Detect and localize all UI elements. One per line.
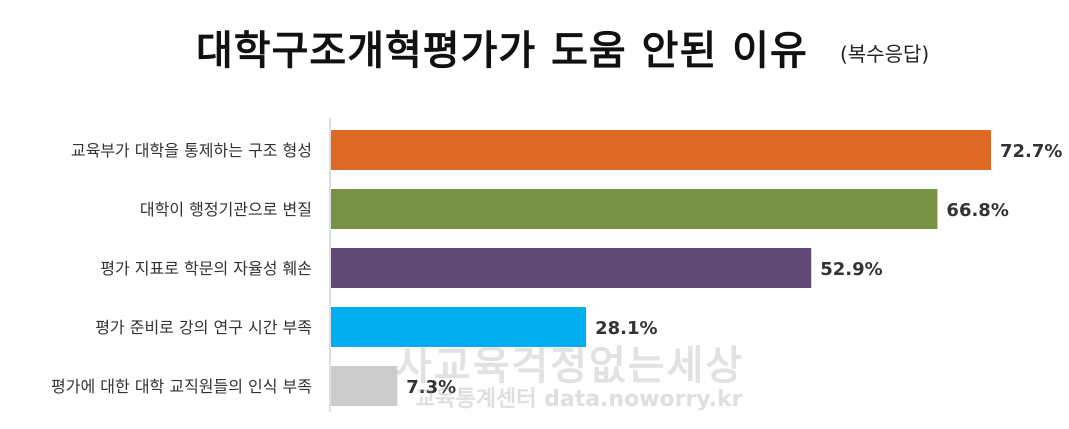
value-label-4: 28.1%	[595, 318, 657, 339]
value-label-3: 52.9%	[820, 259, 882, 280]
value-label-1: 72.7%	[1000, 141, 1062, 162]
category-label-1: 교육부가 대학을 통제하는 구조 형성	[71, 141, 312, 160]
category-label-2: 대학이 행정기관으로 변질	[140, 200, 312, 219]
value-label-5: 7.3%	[406, 377, 456, 398]
bar-1	[331, 130, 991, 170]
category-label-4: 평가 준비로 강의 연구 시간 부족	[95, 318, 312, 337]
chart-title: 대학구조개혁평가가 도움 안된 이유	[196, 28, 808, 74]
bar-4	[331, 307, 587, 347]
value-label-2: 66.8%	[946, 200, 1008, 221]
category-label-3: 평가 지표로 학문의 자율성 훼손	[100, 259, 312, 278]
bar-5	[331, 366, 398, 406]
chart-subtitle: (복수응답)	[840, 42, 930, 66]
bar-2	[331, 189, 938, 229]
bars-layer: 교육부가 대학을 통제하는 구조 형성 72.7% 대학이 행정기관으로 변질 66.…	[51, 130, 1062, 406]
bar-3	[331, 248, 812, 288]
title-row: 대학구조개혁평가가 도움 안된 이유 (복수응답)	[0, 18, 1069, 78]
category-label-5: 평가에 대한 대학 교직원들의 인식 부족	[51, 377, 312, 396]
